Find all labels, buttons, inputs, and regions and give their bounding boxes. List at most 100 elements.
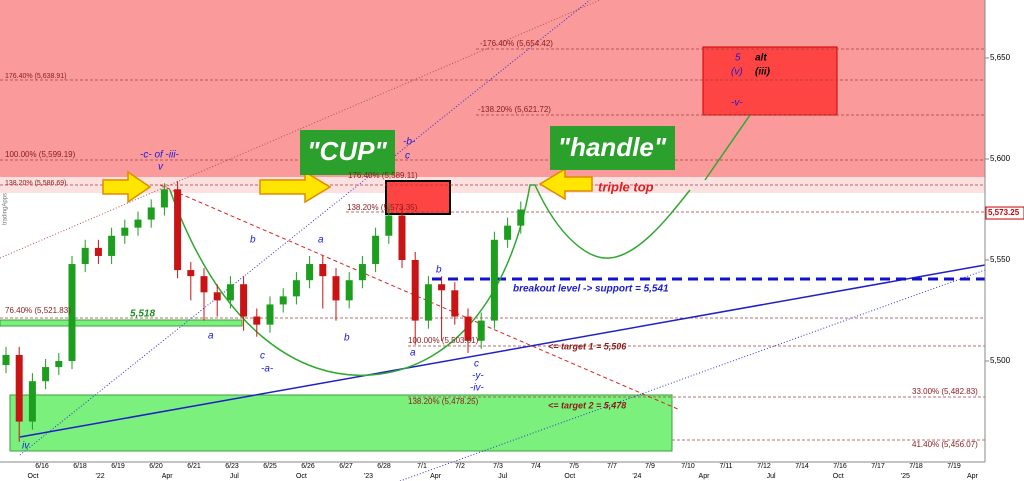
candle-body — [253, 316, 261, 325]
cup-label-box — [300, 130, 395, 175]
uptrend — [19, 264, 986, 438]
candle-body — [385, 215, 393, 236]
fib-label: 100.00% (5,599.19) — [5, 150, 76, 159]
candle-body — [134, 219, 142, 228]
candle-body — [174, 189, 182, 271]
wave-label: (v) — [731, 67, 743, 78]
x-date-label: 6/23 — [225, 463, 239, 470]
candle-body — [28, 381, 36, 422]
x-date-label: 6/21 — [187, 463, 201, 470]
wave-label: -a- — [261, 364, 274, 375]
fib-label: 138.20% (5,478.25) — [408, 397, 479, 406]
candle-body — [94, 247, 102, 256]
candle-body — [372, 235, 380, 265]
fib-label: 176.40% (5,638.91) — [5, 73, 67, 80]
wave-label: c — [260, 351, 265, 362]
handle-label-box — [550, 126, 675, 170]
fib-label: 33.00% (5,482.83) — [912, 387, 978, 396]
candle-body — [15, 354, 23, 422]
x-date-label: 7/12 — [757, 463, 771, 470]
candle-body — [42, 367, 50, 382]
candle-body — [345, 280, 353, 301]
wave-label: -y- — [472, 371, 484, 382]
breakout-text: breakout level -> support = 5,541 — [513, 284, 669, 295]
x-date-label: 7/16 — [833, 463, 847, 470]
candle-body — [2, 354, 10, 366]
x-period-label: Oct — [28, 473, 39, 480]
wave-label: b — [436, 265, 442, 276]
cup-handle — [169, 114, 751, 377]
triple-top: triple top — [598, 179, 654, 194]
wave-label: a — [318, 235, 324, 246]
candle-body — [332, 276, 340, 301]
x-period-label: Apr — [699, 473, 711, 480]
top-box — [385, 180, 451, 215]
x-date-label: 6/27 — [339, 463, 353, 470]
x-date-label: 7/3 — [493, 463, 503, 470]
candle-body — [279, 296, 287, 305]
fib-label: 176.40% (5,589.11) — [348, 171, 418, 180]
y-tick-label: 5,650 — [990, 53, 1011, 62]
support-bar — [0, 319, 243, 327]
x-date-label: 7/5 — [569, 463, 579, 470]
x-date-label: 6/19 — [111, 463, 125, 470]
candle-body — [504, 225, 512, 240]
candle-body — [398, 215, 406, 260]
fib-label: -176.40% (5,654.42) — [480, 39, 553, 48]
x-period-label: '23 — [364, 473, 373, 480]
x-date-label: 6/28 — [377, 463, 391, 470]
wave-label: -iv- — [470, 383, 485, 394]
x-period-label: Apr — [430, 473, 442, 480]
x-date-label: 6/16 — [35, 463, 49, 470]
x-date-label: 7/10 — [681, 463, 695, 470]
candle-body — [213, 292, 221, 301]
fib-label: 76.40% (5,521.83) — [5, 306, 71, 315]
candle-body — [266, 304, 274, 325]
candle-body — [358, 264, 366, 281]
candle-body — [490, 239, 498, 321]
x-date-label: 7/19 — [947, 463, 961, 470]
x-period-label: '24 — [632, 473, 641, 480]
wave-label: a — [208, 331, 214, 342]
handle-label: "handle" — [558, 132, 667, 162]
candle-body — [187, 270, 195, 277]
x-date-label: 7/2 — [455, 463, 465, 470]
wave-label: b — [250, 235, 256, 246]
wave-label: 5 — [735, 53, 741, 64]
wave-label: -b- — [403, 137, 416, 148]
x-date-label: 6/20 — [149, 463, 163, 470]
x-date-label: 7/1 — [417, 463, 427, 470]
candle-body — [81, 247, 89, 265]
x-period-label: Oct — [833, 473, 844, 480]
candle-body — [240, 284, 248, 317]
candle-body — [121, 227, 129, 236]
downtrend — [159, 184, 681, 411]
x-date-label: 7/18 — [909, 463, 923, 470]
target-1: <= target 1 = 5,506 — [548, 341, 627, 351]
last-price-box — [985, 206, 1024, 220]
candle-body — [68, 264, 76, 362]
wave-label: iv — [22, 441, 30, 452]
x-date-label: 7/7 — [607, 463, 617, 470]
annotations: -176.40% (5,654.42) 176.40% (5,638.91) -… — [3, 39, 979, 452]
x-period-label: Apr — [967, 473, 979, 480]
fib-label: -138.20% (5,621.72) — [478, 105, 551, 114]
candle-body — [319, 264, 327, 277]
wave-label: a — [410, 348, 416, 359]
x-date-label: 6/26 — [301, 463, 315, 470]
x-period-label: Jul — [498, 473, 507, 480]
trend-dotted — [0, 0, 601, 259]
x-date-label: 7/11 — [719, 463, 732, 470]
candle-body — [226, 284, 234, 301]
fib-label: 41.40% (5,456.07) — [912, 440, 978, 449]
candle-body — [451, 290, 459, 317]
fib-label: 138.20% (5,586.69) — [5, 180, 67, 187]
candle-body — [411, 259, 419, 321]
target-2: <= target 2 = 5,478 — [548, 400, 626, 410]
x-date-label: 7/17 — [871, 463, 885, 470]
x-date-label: 6/18 — [73, 463, 87, 470]
x-period-label: '25 — [901, 473, 910, 480]
x-period-label: Apr — [162, 473, 174, 480]
candle-body — [438, 284, 446, 291]
